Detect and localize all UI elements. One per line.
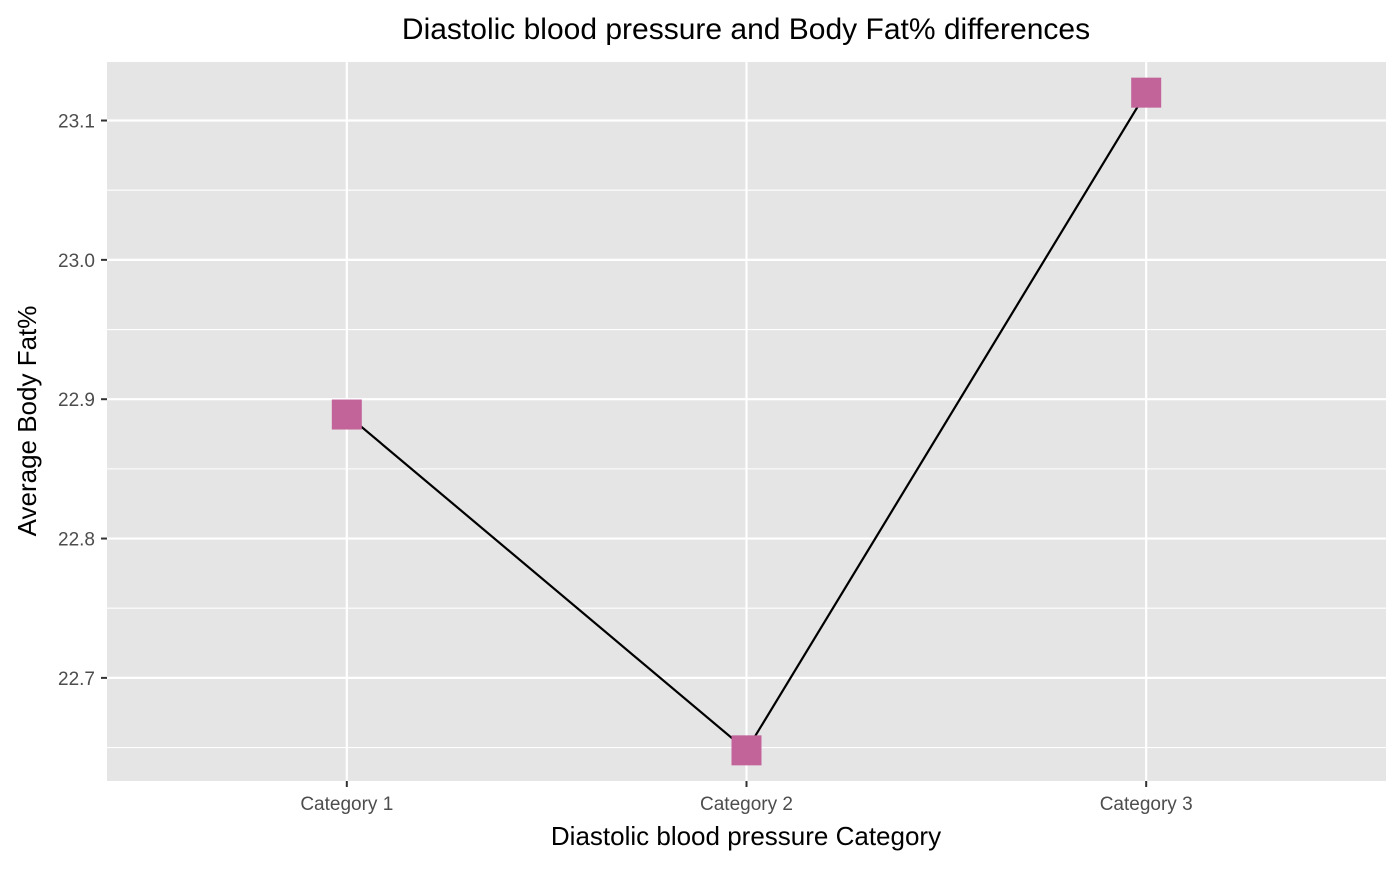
x-tick-label: Category 1 [300,794,393,815]
x-tick-label: Category 3 [1100,794,1193,815]
y-tick-label: 23.1 [58,112,95,133]
data-point-marker [731,735,762,766]
x-tick-label: Category 2 [700,794,793,815]
series-layer [331,77,1162,766]
y-axis: 22.7 22.8 22.9 23.0 23.1 [58,112,107,690]
y-axis-title: Average Body Fat% [12,306,42,537]
x-axis: Category 1 Category 2 Category 3 [300,781,1193,815]
x-axis-title: Diastolic blood pressure Category [551,821,941,851]
y-tick-label: 22.7 [58,669,95,690]
y-tick-label: 22.8 [58,530,95,551]
data-point-marker [331,399,362,430]
y-tick-label: 23.0 [58,251,95,272]
data-point-marker [1131,77,1162,108]
y-tick-label: 22.9 [58,390,95,411]
chart-title: Diastolic blood pressure and Body Fat% d… [402,13,1090,46]
